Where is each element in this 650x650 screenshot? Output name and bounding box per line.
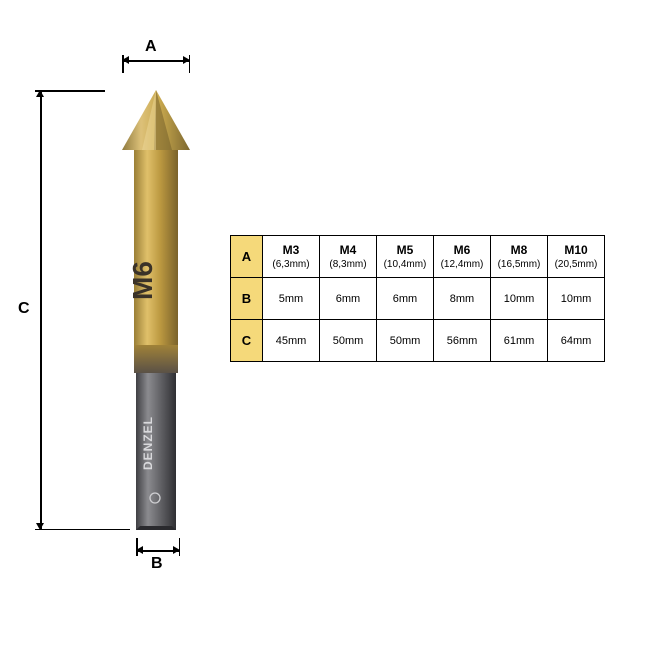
tool-brand-label: DENZEL [141,416,155,470]
dim-b-arrow [173,546,180,554]
cell-b-m8: 10mm [491,278,548,320]
cell-b-m6: 8mm [434,278,491,320]
cell-a-m5: M5(10,4mm) [377,236,434,278]
dim-b-arrow [136,546,143,554]
table-row-a: A M3(6,3mm) M4(8,3mm) M5(10,4mm) M6(12,4… [231,236,605,278]
row-header-c: C [231,320,263,362]
cell-a-m3: M3(6,3mm) [263,236,320,278]
dim-c-tick [35,90,105,92]
cell-c-m4: 50mm [320,320,377,362]
countersink-tool-icon: M6 DENZEL [122,90,190,530]
cell-c-m6: 56mm [434,320,491,362]
cell-b-m3: 5mm [263,278,320,320]
dim-c-arrow [36,523,44,530]
dim-c-line [40,90,42,530]
size-table: A M3(6,3mm) M4(8,3mm) M5(10,4mm) M6(12,4… [230,235,605,362]
dim-a-arrow [183,56,190,64]
dim-b-label: B [151,555,163,573]
table-row-c: C 45mm 50mm 50mm 56mm 61mm 64mm [231,320,605,362]
dimension-diagram: A C B [40,60,220,570]
dim-a-arrow [122,56,129,64]
cell-a-m8: M8(16,5mm) [491,236,548,278]
table-row-b: B 5mm 6mm 6mm 8mm 10mm 10mm [231,278,605,320]
row-header-a: A [231,236,263,278]
dim-c-tick [35,529,130,531]
cell-c-m10: 64mm [548,320,605,362]
tool-size-label: M6 [127,261,158,300]
cell-a-m10: M10(20,5mm) [548,236,605,278]
cell-a-m4: M4(8,3mm) [320,236,377,278]
cell-a-m6: M6(12,4mm) [434,236,491,278]
cell-c-m8: 61mm [491,320,548,362]
dim-c-label: C [18,300,30,318]
cell-b-m4: 6mm [320,278,377,320]
cell-b-m5: 6mm [377,278,434,320]
row-header-b: B [231,278,263,320]
cell-c-m3: 45mm [263,320,320,362]
dim-c-arrow [36,90,44,97]
dim-a-line [122,60,190,62]
dim-a-label: A [145,38,157,56]
cell-b-m10: 10mm [548,278,605,320]
cell-c-m5: 50mm [377,320,434,362]
